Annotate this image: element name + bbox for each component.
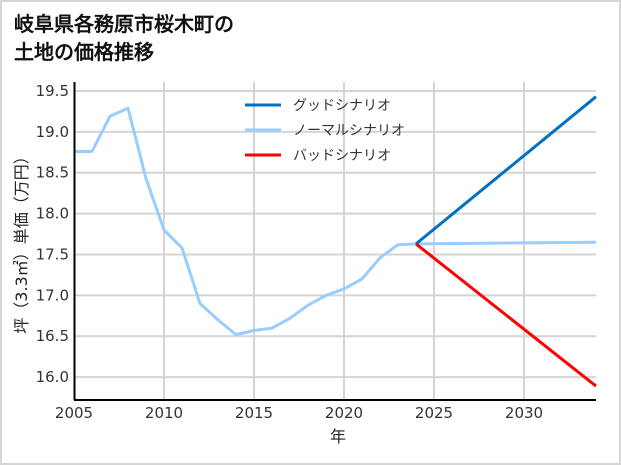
y-axis-ticks: 16.0 16.5 17.0 17.5 18.0 18.5 19.0 19.5 <box>36 82 69 386</box>
series-line <box>74 106 597 337</box>
chart-title-line2: 土地の価格推移 <box>14 40 154 64</box>
x-axis-label: 年 <box>330 427 346 446</box>
x-tick-label: 2030 <box>505 404 543 422</box>
legend-label: ノーマルシナリオ <box>293 123 405 139</box>
x-tick-label: 2005 <box>55 404 93 422</box>
series-line <box>415 95 597 246</box>
legend-label: バッドシナリオ <box>293 148 391 164</box>
y-axis-label: 坪（3.3㎡）単価（万円） <box>12 148 31 333</box>
chart-title-line1: 岐阜県各務原市桜木町の <box>14 12 234 36</box>
x-tick-label: 2010 <box>145 404 183 422</box>
y-tick-label: 19.0 <box>36 123 69 141</box>
y-tick-label: 19.5 <box>36 82 69 100</box>
y-tick-label: 18.0 <box>36 205 69 223</box>
y-tick-label: 16.0 <box>36 368 69 386</box>
y-tick-label: 17.0 <box>36 286 69 304</box>
y-tick-label: 18.5 <box>36 164 69 182</box>
x-axis-ticks: 2005 2010 2015 2020 2025 2030 <box>55 404 543 422</box>
x-tick-label: 2020 <box>325 404 363 422</box>
y-tick-label: 17.5 <box>36 245 69 263</box>
chart-title: 岐阜県各務原市桜木町の 土地の価格推移 <box>14 10 234 66</box>
legend-label: グッドシナリオ <box>293 98 391 114</box>
gridlines <box>74 82 596 400</box>
x-tick-label: 2025 <box>415 404 453 422</box>
series-line <box>415 242 597 388</box>
data-series <box>74 95 597 388</box>
x-tick-label: 2015 <box>235 404 273 422</box>
y-tick-label: 16.5 <box>36 327 69 345</box>
